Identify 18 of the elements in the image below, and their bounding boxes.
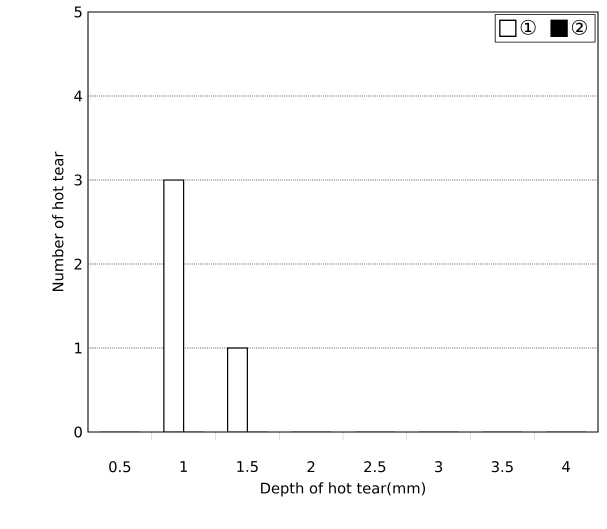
x-tick-label: 1.5: [237, 461, 258, 472]
y-tick-label: 0: [74, 426, 82, 438]
y-tick-label: 1: [75, 342, 82, 354]
x-tick-label: 4: [562, 461, 570, 472]
x-tick-label: 1: [180, 461, 187, 472]
y-axis-title: Number of hot tear: [52, 152, 64, 291]
x-tick-label: 3: [435, 461, 442, 472]
y-tick-label: 2: [74, 258, 82, 270]
y-tick-label: 5: [74, 6, 82, 18]
legend-label: ①: [520, 20, 536, 35]
x-tick-label: 0.5: [109, 461, 130, 472]
y-tick-label: 3: [74, 174, 82, 186]
x-axis-title: Depth of hot tear(mm): [261, 482, 426, 496]
legend-label: ②: [572, 20, 587, 35]
x-tick-label: 2: [308, 461, 314, 472]
x-tick-label: 3.5: [492, 461, 513, 472]
y-tick-label: 4: [74, 90, 82, 102]
x-tick-label: 2.5: [364, 461, 386, 472]
